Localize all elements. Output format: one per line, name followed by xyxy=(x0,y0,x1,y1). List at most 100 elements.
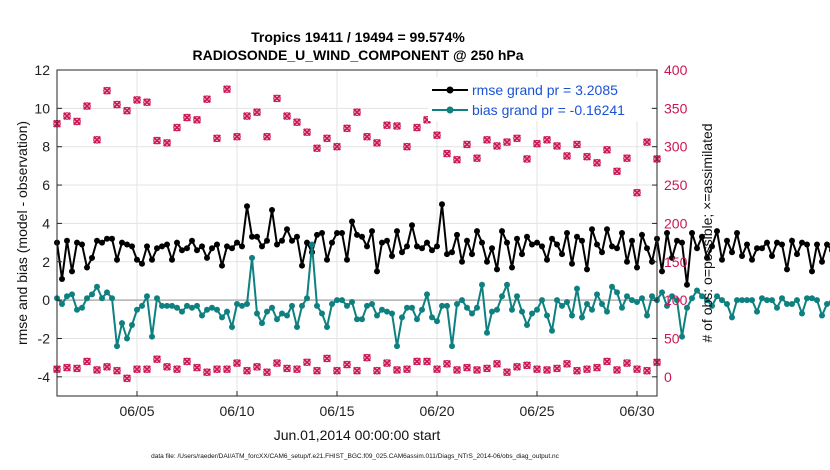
rmse-point xyxy=(69,268,75,275)
obs-assimilated-marker xyxy=(563,359,571,368)
obs-assimilated-marker xyxy=(113,366,121,375)
obs-assimilated-marker xyxy=(643,366,651,375)
obs-possible-marker xyxy=(193,363,201,372)
obs-assimilated-marker xyxy=(493,359,501,368)
bias-point xyxy=(644,312,650,319)
obs-assimilated-marker xyxy=(413,123,421,132)
rmse-point xyxy=(404,243,410,250)
obs-assimilated-marker xyxy=(583,152,591,161)
obs-assimilated-marker xyxy=(123,374,131,383)
obs-possible-marker xyxy=(503,368,511,377)
bias-point xyxy=(74,306,80,313)
obs-assimilated-marker xyxy=(443,359,451,368)
rmse-point xyxy=(444,251,450,258)
obs-assimilated-marker xyxy=(393,365,401,374)
bias-point xyxy=(249,254,255,261)
rmse-point xyxy=(189,237,195,244)
rmse-point xyxy=(454,231,460,238)
rmse-point xyxy=(699,233,705,240)
rmse-point xyxy=(344,256,350,263)
obs-possible-marker xyxy=(263,368,271,377)
bias-point xyxy=(749,297,755,304)
rmse-point xyxy=(314,231,320,238)
bias-point xyxy=(384,308,390,315)
legend-bias-label: bias grand pr = -0.16241 xyxy=(472,102,625,118)
bias-point xyxy=(519,308,525,315)
rmse-point xyxy=(709,243,715,250)
obs-possible-marker xyxy=(623,359,631,367)
rmse-point xyxy=(714,228,720,235)
rmse-point xyxy=(89,254,95,261)
bias-point xyxy=(409,304,415,311)
chart-title: Tropics 19411 / 19494 = 99.574% xyxy=(251,29,465,45)
bias-point xyxy=(494,306,500,313)
obs-assimilated-marker xyxy=(223,85,231,94)
obs-assimilated-marker xyxy=(143,365,151,374)
bias-point xyxy=(454,301,460,307)
obs-possible-marker xyxy=(123,106,131,115)
bias-point xyxy=(429,314,435,321)
rmse-point xyxy=(439,201,445,208)
obs-possible-marker xyxy=(203,95,211,103)
bias-point xyxy=(554,297,560,304)
y-tick-label: -4 xyxy=(38,369,51,385)
obs-possible-marker xyxy=(143,365,151,373)
bias-point xyxy=(84,295,90,302)
obs-possible-marker xyxy=(253,363,261,371)
x-axis-labels: 06/05 06/10 06/15 06/20 06/25 06/30 xyxy=(119,403,654,419)
obs-possible-marker xyxy=(613,366,621,374)
obs-possible-marker xyxy=(143,98,151,107)
rmse-point xyxy=(824,241,830,248)
bias-point xyxy=(179,308,185,315)
obs-possible-marker xyxy=(403,365,411,373)
bias-point xyxy=(379,306,385,313)
obs-assimilated-marker xyxy=(483,135,491,144)
obs-assimilated-marker xyxy=(263,368,271,377)
rmse-point xyxy=(549,235,555,242)
obs-possible-marker xyxy=(593,159,601,167)
legend-rmse-marker xyxy=(446,86,454,94)
bias-point xyxy=(594,291,600,298)
obs-possible-marker xyxy=(233,132,241,141)
bias-point xyxy=(689,295,695,302)
obs-assimilated-marker xyxy=(603,145,611,154)
y-axis-title: rmse and bias (model - observation) xyxy=(14,121,30,345)
bias-point xyxy=(529,310,535,317)
bias-point xyxy=(464,304,470,311)
obs-assimilated-marker xyxy=(343,124,351,133)
rmse-point xyxy=(519,251,525,258)
obs-possible-marker xyxy=(183,113,191,122)
rmse-point xyxy=(504,239,510,246)
rmse-point xyxy=(104,235,110,242)
obs-possible-marker xyxy=(73,117,81,126)
chart-subtitle: RADIOSONDE_U_WIND_COMPONENT @ 250 hPa xyxy=(192,47,523,63)
rmse-point xyxy=(579,237,585,244)
obs-possible-marker xyxy=(293,118,301,126)
obs-assimilated-marker xyxy=(163,138,171,147)
obs-possible-marker xyxy=(173,123,181,132)
obs-possible-marker xyxy=(553,142,561,150)
obs-possible-marker xyxy=(213,134,221,143)
obs-assimilated-marker xyxy=(613,365,621,374)
rmse-point xyxy=(489,245,495,252)
bias-point xyxy=(399,314,405,321)
rmse-point xyxy=(324,256,330,263)
obs-possible-marker xyxy=(493,142,501,150)
rmse-point xyxy=(319,230,325,236)
obs-assimilated-marker xyxy=(453,155,461,164)
rmse-point xyxy=(369,228,375,235)
rmse-point xyxy=(114,256,120,263)
rmse-point xyxy=(229,245,235,252)
obs-possible-marker xyxy=(173,365,181,373)
rmse-point xyxy=(74,239,80,246)
y-right-tick-label: 100 xyxy=(664,292,688,308)
rmse-point xyxy=(499,228,505,235)
obs-possible-marker xyxy=(313,366,321,375)
bias-point xyxy=(299,302,305,309)
rmse-point xyxy=(794,251,800,258)
rmse-point xyxy=(684,281,690,288)
rmse-point xyxy=(379,239,385,246)
obs-possible-marker xyxy=(563,152,571,160)
obs-possible-marker xyxy=(343,124,351,133)
obs-possible-marker xyxy=(73,364,81,373)
